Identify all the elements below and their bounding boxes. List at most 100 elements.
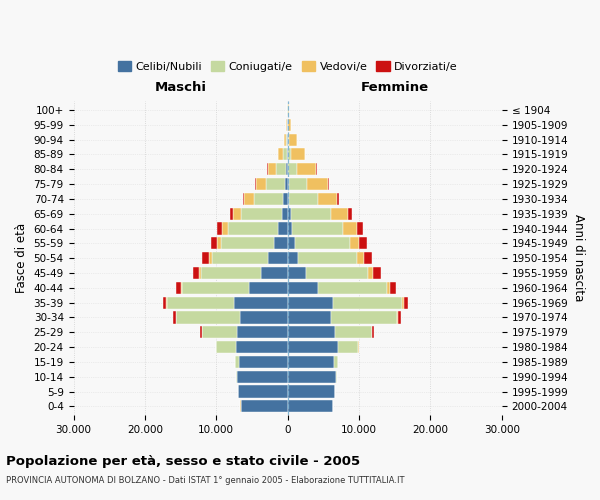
Bar — [288, 118, 292, 131]
Bar — [287, 312, 331, 324]
Bar — [290, 208, 331, 220]
Bar — [182, 282, 249, 294]
Bar — [336, 370, 337, 383]
Bar — [217, 238, 221, 250]
Bar — [202, 326, 237, 338]
Bar — [167, 296, 234, 308]
Text: Femmine: Femmine — [361, 80, 429, 94]
Bar — [288, 148, 291, 160]
Bar — [166, 296, 167, 308]
Bar — [286, 163, 287, 175]
Bar — [222, 222, 228, 234]
Bar — [242, 193, 244, 205]
Bar — [349, 208, 352, 220]
Bar — [328, 178, 329, 190]
Bar — [176, 312, 240, 324]
Bar — [268, 163, 276, 175]
Bar — [284, 134, 286, 145]
Y-axis label: Fasce di età: Fasce di età — [15, 223, 28, 293]
Bar — [287, 238, 295, 250]
Bar — [212, 252, 268, 264]
Bar — [287, 178, 289, 190]
Bar — [287, 252, 298, 264]
Bar — [200, 326, 202, 338]
Bar — [234, 296, 287, 308]
Bar — [276, 163, 286, 175]
Text: Maschi: Maschi — [155, 80, 206, 94]
Bar — [268, 252, 287, 264]
Bar — [292, 222, 343, 234]
Bar — [211, 238, 217, 250]
Bar — [289, 178, 307, 190]
Bar — [217, 222, 222, 234]
Bar — [343, 222, 356, 234]
Bar — [287, 222, 292, 234]
Bar — [230, 208, 233, 220]
Bar — [297, 163, 316, 175]
Bar — [287, 193, 289, 205]
Bar — [254, 178, 256, 190]
Bar — [307, 178, 328, 190]
Bar — [350, 238, 359, 250]
Bar — [291, 148, 305, 160]
Bar — [240, 312, 287, 324]
Bar — [228, 222, 278, 234]
Bar — [176, 282, 181, 294]
Bar — [317, 282, 387, 294]
Bar — [285, 178, 287, 190]
Bar — [163, 296, 166, 308]
Bar — [404, 296, 408, 308]
Bar — [278, 148, 283, 160]
Bar — [249, 282, 287, 294]
Bar — [286, 134, 287, 145]
Bar — [402, 296, 404, 308]
Bar — [235, 356, 239, 368]
Bar — [287, 326, 335, 338]
Bar — [331, 312, 397, 324]
Bar — [241, 400, 287, 412]
Bar — [274, 238, 287, 250]
Bar — [287, 267, 306, 279]
Bar — [202, 252, 209, 264]
Bar — [241, 208, 281, 220]
Bar — [318, 193, 337, 205]
Bar — [238, 386, 287, 398]
Bar — [181, 282, 182, 294]
Bar — [287, 400, 332, 412]
Bar — [397, 312, 398, 324]
Bar — [202, 267, 261, 279]
Bar — [295, 238, 350, 250]
Bar — [283, 193, 287, 205]
Bar — [237, 326, 287, 338]
Bar — [193, 267, 199, 279]
Bar — [209, 252, 212, 264]
Bar — [254, 193, 283, 205]
Bar — [286, 118, 287, 131]
Bar — [337, 193, 340, 205]
Bar — [287, 370, 336, 383]
Bar — [233, 208, 241, 220]
Bar — [373, 326, 374, 338]
Bar — [356, 222, 362, 234]
Bar — [244, 193, 254, 205]
Bar — [287, 296, 332, 308]
Bar — [287, 386, 335, 398]
Bar — [287, 282, 317, 294]
Bar — [199, 267, 202, 279]
Bar — [368, 267, 373, 279]
Legend: Celibi/Nubili, Coniugati/e, Vedovi/e, Divorziati/e: Celibi/Nubili, Coniugati/e, Vedovi/e, Di… — [113, 56, 462, 76]
Bar — [306, 267, 368, 279]
Bar — [387, 282, 389, 294]
Bar — [288, 104, 289, 116]
Bar — [221, 238, 274, 250]
Bar — [398, 312, 401, 324]
Bar — [287, 356, 334, 368]
Bar — [261, 267, 287, 279]
Bar — [338, 341, 358, 353]
Bar — [283, 148, 287, 160]
Bar — [217, 341, 236, 353]
Bar — [357, 252, 364, 264]
Bar — [364, 252, 372, 264]
Bar — [239, 356, 287, 368]
Bar — [288, 134, 289, 145]
